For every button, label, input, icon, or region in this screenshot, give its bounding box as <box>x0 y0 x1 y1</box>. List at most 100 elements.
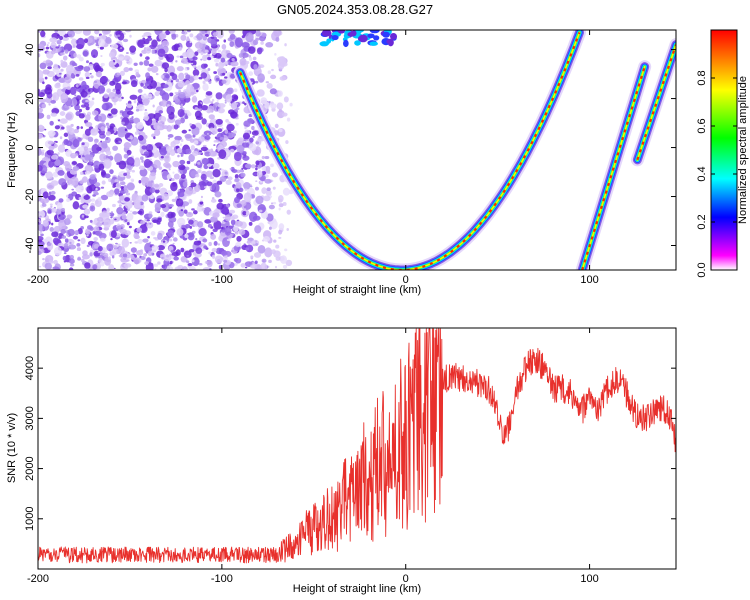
noise-speck <box>93 243 100 249</box>
noise-speck <box>192 56 198 61</box>
noise-speck <box>222 52 225 54</box>
noise-speck <box>337 30 346 34</box>
noise-speck <box>48 160 54 168</box>
noise-speck <box>49 227 55 232</box>
noise-speck <box>225 179 232 185</box>
noise-speck <box>78 77 84 81</box>
noise-speck <box>199 201 204 204</box>
noise-speck <box>86 60 89 64</box>
noise-speck <box>122 38 129 43</box>
noise-speck <box>289 102 293 107</box>
noise-speck <box>215 92 223 100</box>
noise-speck <box>222 72 226 76</box>
noise-speck <box>97 46 100 49</box>
noise-speck <box>114 82 122 92</box>
noise-speck <box>148 211 153 215</box>
noise-speck <box>178 91 186 99</box>
noise-speck <box>123 55 131 61</box>
noise-speck <box>90 249 94 254</box>
noise-speck <box>161 193 169 201</box>
noise-speck <box>170 211 176 218</box>
noise-speck <box>168 203 174 208</box>
noise-speck <box>275 244 280 249</box>
noise-speck <box>134 241 139 244</box>
noise-speck <box>42 257 45 261</box>
noise-speck <box>64 238 69 243</box>
noise-speck <box>208 122 215 130</box>
noise-speck <box>198 262 203 266</box>
noise-speck <box>85 228 91 235</box>
noise-speck <box>165 30 170 36</box>
noise-speck <box>200 51 204 56</box>
noise-speck <box>56 39 62 45</box>
noise-speck <box>120 227 123 230</box>
noise-speck <box>185 74 191 80</box>
noise-speck <box>126 103 133 109</box>
noise-speck <box>197 221 204 228</box>
noise-speck <box>138 165 146 171</box>
snr-y-tick-label: 2000 <box>24 456 36 480</box>
noise-speck <box>191 208 195 211</box>
noise-speck <box>41 203 47 207</box>
noise-speck <box>191 96 198 103</box>
noise-speck <box>129 210 133 213</box>
noise-speck <box>161 125 169 130</box>
noise-speck <box>146 81 152 85</box>
noise-speck <box>110 108 118 115</box>
noise-speck <box>213 240 218 246</box>
noise-speck <box>59 35 64 41</box>
noise-speck <box>195 247 203 254</box>
noise-speck <box>105 150 112 156</box>
noise-speck <box>105 36 112 44</box>
noise-speck <box>213 220 222 230</box>
colorbar-tick-label: 0.2 <box>696 214 708 229</box>
noise-speck <box>64 76 72 84</box>
noise-speck <box>233 88 238 93</box>
noise-speck <box>68 54 71 57</box>
noise-speck <box>174 135 182 141</box>
noise-speck <box>89 72 92 75</box>
noise-speck <box>245 60 250 65</box>
noise-speck <box>184 133 192 139</box>
noise-speck <box>207 223 212 228</box>
noise-speck <box>61 126 65 130</box>
noise-speck <box>115 89 121 95</box>
noise-speck <box>160 74 165 79</box>
noise-speck <box>73 128 79 134</box>
noise-speck <box>189 225 193 229</box>
noise-speck <box>180 34 187 41</box>
noise-speck <box>211 48 217 56</box>
noise-speck <box>178 72 185 81</box>
noise-speck <box>132 211 138 215</box>
noise-speck <box>82 204 89 209</box>
noise-speck <box>275 256 281 261</box>
noise-speck <box>208 166 213 170</box>
noise-speck <box>91 143 100 154</box>
noise-speck <box>198 150 203 153</box>
noise-speck <box>181 31 185 35</box>
noise-speck <box>91 110 99 116</box>
noise-speck <box>98 113 102 117</box>
noise-speck <box>50 112 58 117</box>
noise-speck <box>276 110 285 119</box>
noise-speck <box>234 174 239 179</box>
noise-speck <box>91 97 95 101</box>
noise-speck <box>134 131 139 135</box>
spectrogram-y-axis-label: Frequency (Hz) <box>6 112 18 188</box>
noise-speck <box>133 199 141 209</box>
noise-speck <box>50 100 57 104</box>
noise-speck <box>143 59 150 66</box>
noise-speck <box>145 143 154 152</box>
noise-speck <box>188 265 196 270</box>
noise-speck <box>254 260 258 265</box>
noise-speck <box>142 37 146 41</box>
noise-speck <box>120 257 129 263</box>
noise-speck <box>114 188 120 195</box>
noise-speck <box>84 262 91 269</box>
noise-speck <box>96 217 104 223</box>
noise-speck <box>130 247 137 253</box>
noise-speck <box>42 191 49 199</box>
noise-speck <box>74 230 79 236</box>
noise-speck <box>163 162 171 168</box>
noise-speck <box>117 97 122 102</box>
